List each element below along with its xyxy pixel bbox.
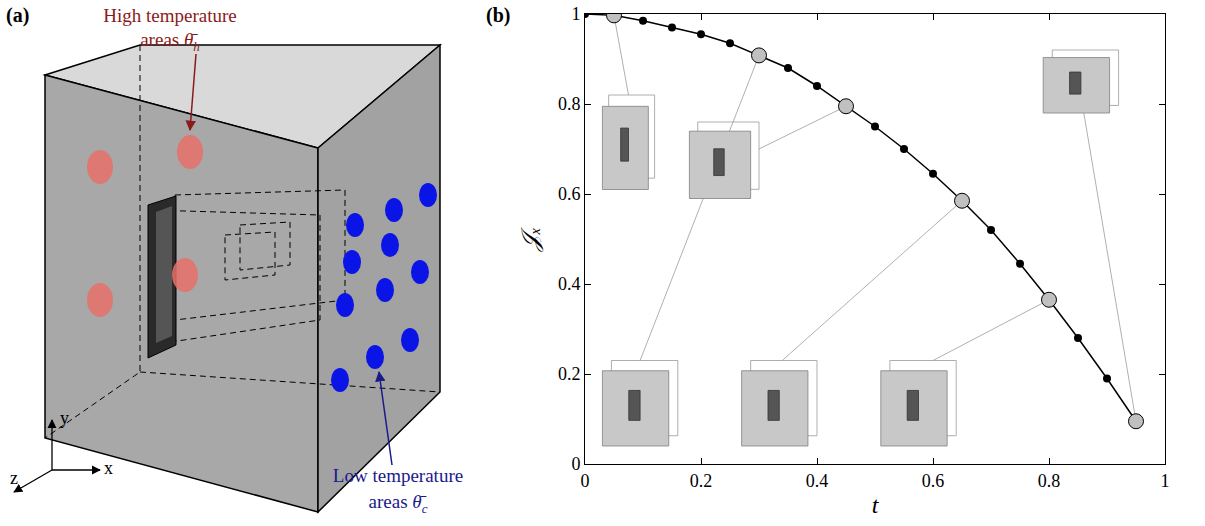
svg-text:0.6: 0.6 [922, 471, 945, 491]
svg-text:1: 1 [571, 4, 580, 24]
svg-text:0.8: 0.8 [1038, 471, 1061, 491]
svg-text:1: 1 [1161, 471, 1170, 491]
svg-text:0.6: 0.6 [558, 184, 581, 204]
svg-text:Low temperature: Low temperature [333, 465, 463, 486]
svg-text:0.4: 0.4 [558, 274, 581, 294]
svg-text:areas θ̄c: areas θ̄c [369, 491, 428, 516]
html-text:(b): (b) [486, 4, 511, 26]
svg-text:x: x [104, 458, 113, 478]
svg-text:areas θ̄h: areas θ̄h [140, 29, 200, 54]
svg-text:High temperature: High temperature [103, 5, 236, 26]
svg-text:t: t [872, 492, 880, 518]
svg-text:0.2: 0.2 [558, 364, 581, 384]
html-text:(a): (a) [6, 4, 30, 26]
svg-text:y: y [60, 408, 69, 428]
svg-text:0.8: 0.8 [558, 94, 581, 114]
svg-text:0: 0 [581, 471, 590, 491]
svg-text:z: z [10, 468, 18, 488]
svg-text:0.2: 0.2 [690, 471, 713, 491]
svg-text:0: 0 [571, 454, 580, 474]
svg-text:𝒥ₓ: 𝒥ₓ [517, 226, 544, 252]
svg-text:0.4: 0.4 [806, 471, 829, 491]
